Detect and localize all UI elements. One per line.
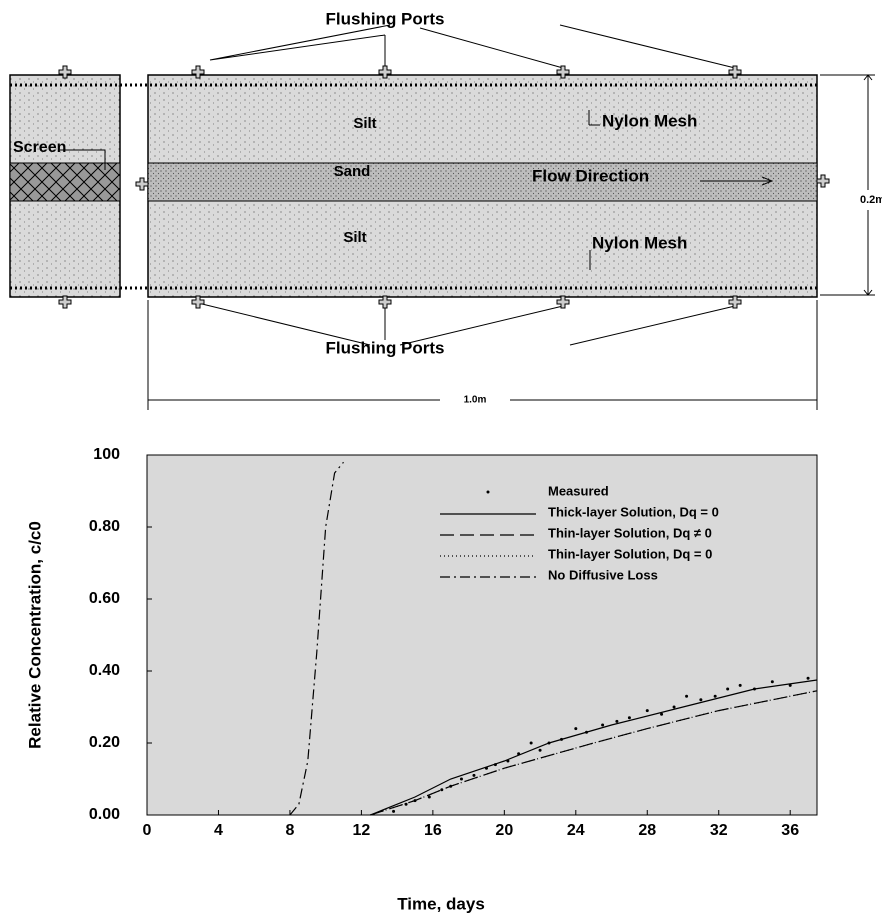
- port-symbol: [58, 295, 72, 309]
- x-tick-label: 0: [143, 822, 152, 839]
- flow-label: Flow Direction: [532, 166, 649, 185]
- leader-lines: [60, 24, 875, 410]
- x-tick-label: 12: [353, 822, 371, 839]
- legend-label: Thick-layer Solution, Dq = 0: [548, 504, 719, 519]
- port-symbol: [556, 295, 570, 309]
- ports-label: Flushing Ports: [326, 9, 445, 28]
- data-point: [601, 723, 605, 727]
- legend-symbol: [486, 490, 490, 494]
- column-diagram: Flushing Ports Flushing Ports Silt Silt …: [9, 9, 882, 410]
- plot-area: [146, 454, 818, 816]
- port-symbol: [378, 65, 392, 79]
- x-tick-label: 16: [424, 822, 442, 839]
- data-point: [427, 795, 431, 799]
- port-symbol: [728, 65, 742, 79]
- x-tick-label: 24: [567, 822, 585, 839]
- data-point: [392, 809, 396, 813]
- x-tick-label: 36: [781, 822, 799, 839]
- port-symbol: [556, 65, 570, 79]
- y-tick-label: 0.80: [89, 518, 120, 535]
- y-axis-label: Relative Concentration, c/c0: [25, 521, 44, 749]
- y-tick-label: 0.00: [89, 806, 120, 823]
- data-point: [788, 683, 792, 687]
- height-label: 0.2m: [860, 194, 882, 206]
- data-point: [538, 748, 542, 752]
- data-point: [574, 727, 578, 731]
- ports: [58, 65, 830, 309]
- data-point: [529, 741, 533, 745]
- data-point: [672, 705, 676, 709]
- legend-label: No Diffusive Loss: [548, 567, 658, 582]
- data-point: [645, 709, 649, 713]
- x-tick-label: 28: [638, 822, 656, 839]
- series-line: [370, 690, 818, 816]
- mesh-label: Nylon Mesh: [602, 111, 697, 130]
- x-axis-label: Time, days: [397, 894, 485, 913]
- sand-layer: [147, 162, 818, 202]
- data-point: [459, 777, 463, 781]
- ports-label: Flushing Ports: [326, 338, 445, 357]
- data-point: [738, 683, 742, 687]
- data-point: [770, 680, 774, 684]
- data-point: [472, 773, 476, 777]
- silt-label: Silt: [343, 229, 366, 246]
- y-tick-label: 0.60: [89, 590, 120, 607]
- x-tick-label: 32: [710, 822, 728, 839]
- x-tick-label: 8: [285, 822, 294, 839]
- screen-area: [9, 162, 121, 202]
- port-symbol: [378, 295, 392, 309]
- legend-label: Thin-layer Solution, Dq ≠ 0: [548, 525, 712, 540]
- legend-label: Measured: [548, 483, 609, 498]
- data-point: [627, 716, 631, 720]
- port-symbol: [816, 174, 830, 188]
- screen-label: Screen: [13, 139, 66, 156]
- y-tick-label: 0.40: [89, 662, 120, 679]
- data-point: [806, 676, 810, 680]
- y-tick-label: 100: [93, 446, 120, 463]
- x-tick-label: 4: [214, 822, 223, 839]
- sand-label: Sand: [334, 163, 371, 180]
- port-symbol: [135, 177, 149, 191]
- x-tick-label: 20: [495, 822, 513, 839]
- port-symbol: [191, 295, 205, 309]
- mesh-label: Nylon Mesh: [592, 233, 687, 252]
- length-label: 1.0m: [464, 395, 487, 406]
- data-point: [699, 698, 703, 702]
- data-point: [685, 694, 689, 698]
- port-symbol: [191, 65, 205, 79]
- y-tick-label: 0.20: [89, 734, 120, 751]
- data-point: [713, 694, 717, 698]
- series-line: [370, 679, 818, 816]
- series-line: [289, 461, 344, 816]
- port-symbol: [58, 65, 72, 79]
- silt-label: Silt: [353, 115, 376, 132]
- legend-label: Thin-layer Solution, Dq = 0: [548, 546, 712, 561]
- data-point: [615, 719, 619, 723]
- data-point: [660, 712, 664, 716]
- data-point: [726, 687, 730, 691]
- port-symbol: [728, 295, 742, 309]
